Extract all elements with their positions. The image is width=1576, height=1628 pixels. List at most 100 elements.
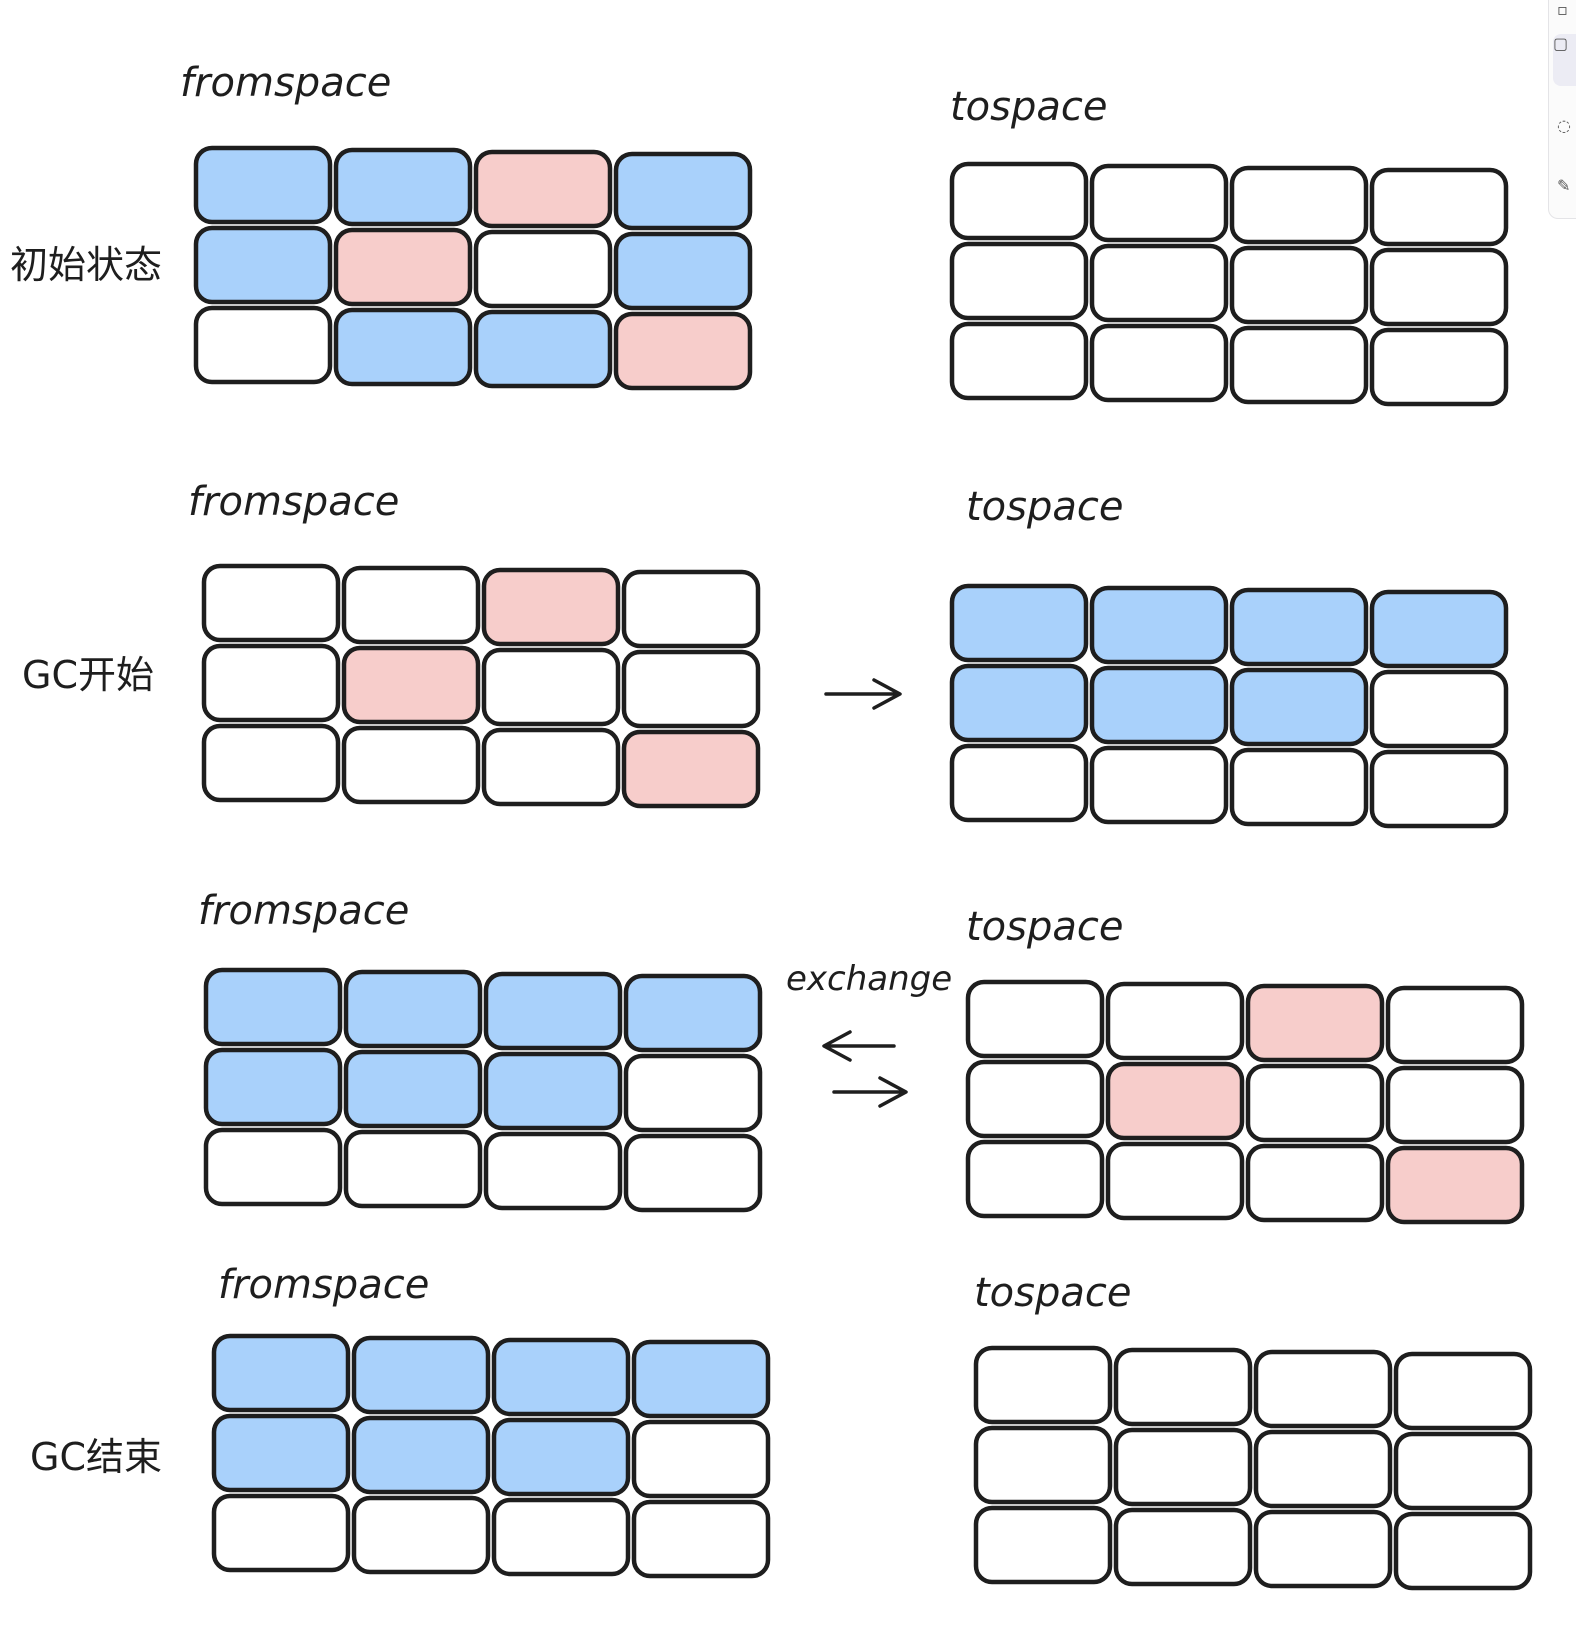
memory-cell-blue: [949, 663, 1089, 743]
memory-cell-empty: [1253, 1509, 1393, 1589]
memory-cell-empty: [201, 643, 341, 723]
memory-cell-empty: [949, 321, 1089, 401]
memory-cell-blue: [1089, 665, 1229, 745]
memory-cell-empty: [1089, 243, 1229, 323]
memory-cell-empty: [1369, 749, 1509, 829]
memory-cell-blue: [203, 1047, 343, 1127]
stage-initial: 初始状态 fromspace tospace: [10, 60, 1509, 407]
memory-cell-blue: [351, 1335, 491, 1415]
memory-cell-empty: [973, 1345, 1113, 1425]
memory-cell-blue: [333, 307, 473, 387]
memory-cell-blue: [631, 1339, 771, 1419]
memory-cell-empty: [481, 647, 621, 727]
arrow-right-icon: [832, 1076, 908, 1108]
memory-cell-empty: [351, 1495, 491, 1575]
memory-cell-empty: [1385, 1065, 1525, 1145]
memory-cell-empty: [965, 1059, 1105, 1139]
memory-cell-blue: [351, 1415, 491, 1495]
memory-cell-empty: [1105, 981, 1245, 1061]
memory-cell-pink: [621, 729, 761, 809]
memory-cell-blue: [1229, 667, 1369, 747]
tospace-title: tospace: [950, 84, 1108, 130]
memory-cell-blue: [333, 147, 473, 227]
memory-cell-blue: [203, 967, 343, 1047]
memory-cell-empty: [623, 1053, 763, 1133]
stage-label: GC结束: [30, 1435, 162, 1479]
memory-cell-empty: [483, 1131, 623, 1211]
memory-cell-blue: [211, 1413, 351, 1493]
memory-cell-pink: [481, 567, 621, 647]
pen-icon[interactable]: ✎: [1557, 176, 1571, 195]
memory-cell-pink: [1385, 1145, 1525, 1225]
memory-cell-empty: [949, 161, 1089, 241]
memory-cell-blue: [211, 1333, 351, 1413]
memory-cell-empty: [1089, 745, 1229, 825]
memory-cell-empty: [1113, 1427, 1253, 1507]
tospace-grid: [965, 979, 1525, 1225]
memory-cell-empty: [1229, 165, 1369, 245]
memory-cell-empty: [1253, 1429, 1393, 1509]
memory-cell-blue: [1229, 587, 1369, 667]
tospace-title: tospace: [966, 904, 1124, 950]
square-icon[interactable]: ▢: [1553, 34, 1576, 86]
memory-cell-empty: [1089, 323, 1229, 403]
fromspace-grid: [201, 563, 761, 809]
tospace-title: tospace: [974, 1270, 1132, 1316]
memory-cell-blue: [483, 1051, 623, 1131]
memory-cell-empty: [949, 241, 1089, 321]
memory-cell-empty: [1393, 1351, 1533, 1431]
tospace-grid: [949, 161, 1509, 407]
arrow-left-icon: [822, 1030, 896, 1062]
stage-gc-start: GC开始 fromspace tospace: [22, 479, 1509, 829]
page-icon[interactable]: ▫: [1557, 0, 1568, 19]
stage-label: GC开始: [22, 653, 154, 697]
memory-cell-empty: [1113, 1507, 1253, 1587]
fromspace-grid: [203, 967, 763, 1213]
exchange-label: exchange: [786, 959, 952, 999]
memory-cell-empty: [1113, 1347, 1253, 1427]
memory-cell-empty: [1229, 325, 1369, 405]
arrow-right-icon: [824, 678, 902, 710]
fromspace-grid: [211, 1333, 771, 1579]
memory-cell-empty: [201, 723, 341, 803]
memory-cell-empty: [973, 1425, 1113, 1505]
memory-cell-empty: [631, 1499, 771, 1579]
fromspace-title: fromspace: [188, 479, 399, 525]
circle-icon[interactable]: ◌: [1557, 116, 1571, 135]
memory-cell-empty: [1393, 1431, 1533, 1511]
memory-cell-empty: [341, 565, 481, 645]
memory-cell-empty: [201, 563, 341, 643]
memory-cell-empty: [1105, 1141, 1245, 1221]
memory-cell-empty: [1369, 247, 1509, 327]
stage-exchange: fromspace tospace exchange: [198, 888, 1525, 1225]
memory-cell-empty: [1229, 245, 1369, 325]
memory-cell-blue: [613, 151, 753, 231]
memory-cell-empty: [491, 1497, 631, 1577]
tospace-title: tospace: [966, 484, 1124, 530]
memory-cell-blue: [491, 1337, 631, 1417]
memory-cell-empty: [481, 727, 621, 807]
memory-cell-empty: [341, 725, 481, 805]
memory-cell-blue: [623, 973, 763, 1053]
fromspace-grid: [193, 145, 753, 391]
memory-cell-blue: [949, 583, 1089, 663]
memory-cell-empty: [193, 305, 333, 385]
memory-cell-empty: [631, 1419, 771, 1499]
fromspace-title: fromspace: [218, 1262, 429, 1308]
memory-cell-empty: [1229, 747, 1369, 827]
memory-cell-blue: [343, 1049, 483, 1129]
side-toolbar: ▫ ▢ ◌ ✎: [1548, 0, 1576, 219]
memory-cell-empty: [1369, 327, 1509, 407]
fromspace-title: fromspace: [180, 60, 391, 106]
memory-cell-empty: [621, 649, 761, 729]
memory-cell-empty: [949, 743, 1089, 823]
tospace-grid: [949, 583, 1509, 829]
memory-cell-pink: [333, 227, 473, 307]
memory-cell-blue: [343, 969, 483, 1049]
memory-cell-empty: [203, 1127, 343, 1207]
memory-cell-empty: [965, 1139, 1105, 1219]
memory-cell-empty: [343, 1129, 483, 1209]
memory-cell-blue: [1089, 585, 1229, 665]
memory-cell-empty: [1393, 1511, 1533, 1591]
